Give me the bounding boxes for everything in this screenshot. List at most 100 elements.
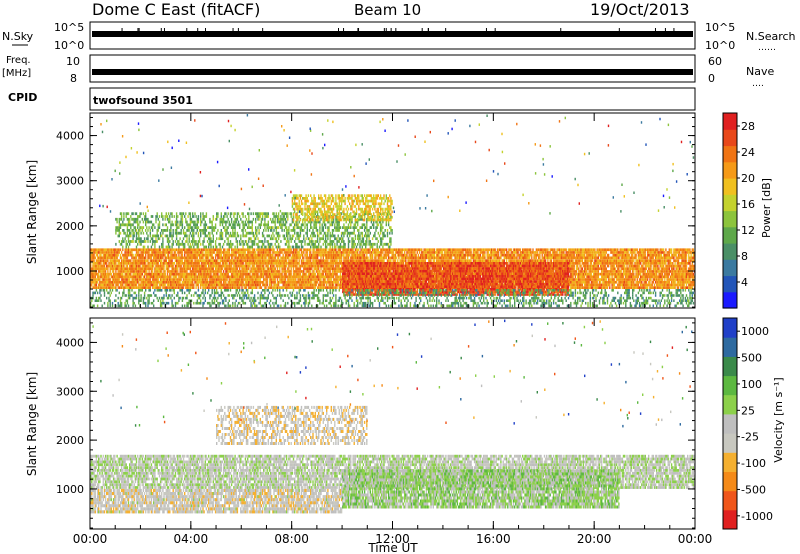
heatmap-cell xyxy=(253,278,256,281)
heatmap-cell xyxy=(300,248,303,252)
heatmap-cell xyxy=(258,275,260,279)
heatmap-cell xyxy=(104,256,107,260)
heatmap-cell xyxy=(186,286,188,289)
heatmap-cell xyxy=(163,270,165,273)
heatmap-cell xyxy=(313,253,315,257)
heatmap-cell xyxy=(369,256,371,260)
heatmap-cell xyxy=(267,272,269,276)
heatmap-cell xyxy=(140,248,142,252)
heatmap-cell xyxy=(336,253,338,257)
heatmap-cell xyxy=(502,283,504,287)
heatmap-cell xyxy=(94,275,96,279)
heatmap-cell xyxy=(118,270,120,273)
heatmap-cell xyxy=(110,272,112,276)
heatmap-cell xyxy=(184,262,186,265)
heatmap-cell xyxy=(296,264,298,268)
heatmap-cell xyxy=(158,283,161,287)
heatmap-cell xyxy=(387,259,390,262)
heatmap-cell xyxy=(95,264,98,268)
heatmap-cell xyxy=(224,248,226,252)
heatmap-cell xyxy=(257,270,259,273)
heatmap-cell xyxy=(302,270,304,273)
heatmap-cell xyxy=(141,272,143,276)
heatmap-cell xyxy=(202,251,204,254)
heatmap-cell xyxy=(232,251,234,254)
heatmap-cell xyxy=(313,283,315,287)
heatmap-cell xyxy=(145,280,147,284)
heatmap-cell xyxy=(242,267,244,271)
heatmap-cell xyxy=(320,280,322,284)
heatmap-cell xyxy=(351,253,353,257)
heatmap-cell xyxy=(337,253,339,257)
heatmap-cell xyxy=(431,278,433,281)
heatmap-cell xyxy=(283,256,285,260)
heatmap-cell xyxy=(125,253,127,257)
heatmap-cell xyxy=(415,253,417,257)
heatmap-cell xyxy=(181,267,184,271)
heatmap-cell xyxy=(130,264,132,268)
heatmap-cell xyxy=(275,286,277,289)
heatmap-cell xyxy=(92,256,94,260)
heatmap-cell xyxy=(101,275,103,279)
heatmap-cell xyxy=(472,248,475,252)
heatmap-cell xyxy=(402,256,405,260)
heatmap-cell xyxy=(156,259,158,262)
heatmap-cell xyxy=(318,248,320,252)
heatmap-cell xyxy=(332,248,335,252)
heatmap-cell xyxy=(155,270,157,273)
heatmap-cell xyxy=(112,267,115,271)
heatmap-cell xyxy=(252,275,255,279)
heatmap-cell xyxy=(177,264,179,268)
heatmap-cell xyxy=(190,278,193,281)
heatmap-cell xyxy=(134,280,137,284)
heatmap-cell xyxy=(166,248,169,252)
heatmap-cell xyxy=(153,248,155,252)
heatmap-cell xyxy=(463,259,465,262)
heatmap-cell xyxy=(285,248,288,252)
heatmap-cell xyxy=(164,283,166,287)
heatmap-cell xyxy=(257,253,259,257)
heatmap-cell xyxy=(284,283,287,287)
heatmap-cell xyxy=(440,248,442,252)
heatmap-cell xyxy=(386,270,389,273)
heatmap-cell xyxy=(336,283,338,287)
heatmap-cell xyxy=(222,248,225,252)
heatmap-cell xyxy=(400,259,402,262)
heatmap-cell xyxy=(161,259,163,262)
heatmap-cell xyxy=(448,253,450,257)
heatmap-cell xyxy=(256,248,258,252)
heatmap-cell xyxy=(99,283,101,287)
heatmap-cell xyxy=(481,248,484,252)
heatmap-cell xyxy=(424,256,426,260)
heatmap-cell xyxy=(272,275,274,279)
heatmap-cell xyxy=(96,259,99,262)
heatmap-cell xyxy=(101,272,103,276)
heatmap-cell xyxy=(319,283,321,287)
heatmap-cell xyxy=(225,278,227,281)
heatmap-cell xyxy=(166,251,169,254)
heatmap-cell xyxy=(107,264,109,268)
heatmap-cell xyxy=(307,270,310,273)
heatmap-cell xyxy=(115,251,117,254)
heatmap-cell xyxy=(108,262,110,265)
heatmap-cell xyxy=(283,275,285,279)
heatmap-cell xyxy=(505,256,508,260)
heatmap-cell xyxy=(313,280,315,284)
heatmap-cell xyxy=(146,248,148,252)
heatmap-cell xyxy=(440,253,442,257)
heatmap-cell xyxy=(98,278,100,281)
heatmap-cell xyxy=(108,253,110,257)
heatmap-cell xyxy=(259,270,261,273)
heatmap-cell xyxy=(450,248,453,252)
heatmap-cell xyxy=(236,278,239,281)
heatmap-cell xyxy=(151,272,154,276)
heatmap-cell xyxy=(306,253,308,257)
heatmap-cell xyxy=(137,272,139,276)
heatmap-cell xyxy=(139,283,141,287)
heatmap-cell xyxy=(137,280,139,284)
heatmap-cell xyxy=(203,264,205,268)
heatmap-cell xyxy=(316,259,319,262)
heatmap-cell xyxy=(233,264,235,268)
heatmap-cell xyxy=(461,253,463,257)
heatmap-cell xyxy=(337,251,339,254)
